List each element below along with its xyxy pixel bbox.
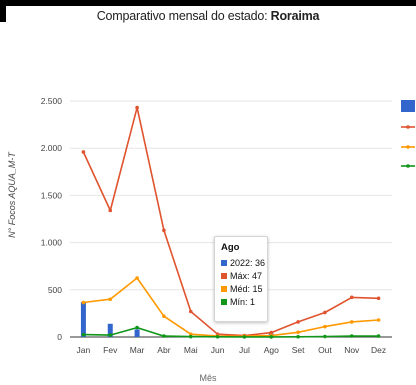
x-tick-label: Jul — [239, 345, 250, 355]
x-tick-label: Ago — [264, 345, 279, 355]
y-tick-label: 500 — [48, 285, 62, 295]
point-avg — [323, 324, 327, 329]
point-max — [376, 296, 381, 301]
x-tick-label: Dez — [371, 345, 386, 355]
x-tick-label: Fev — [103, 345, 118, 355]
line-series-min — [83, 326, 379, 338]
tooltip-label-avg: Méd: 15 — [230, 284, 263, 294]
tooltip-row-avg: Méd: 15 — [221, 283, 263, 295]
point-max — [162, 228, 166, 233]
tooltip-row-min: Mín: 1 — [221, 296, 255, 308]
point-min — [135, 325, 139, 330]
legend-dot-avg — [406, 145, 410, 149]
point-max — [349, 295, 354, 300]
x-tick-label: Jun — [211, 345, 225, 355]
point-avg — [296, 330, 300, 335]
point-max — [188, 309, 193, 314]
bar-2022 — [134, 329, 140, 337]
x-tick-label: Out — [318, 345, 332, 355]
point-avg — [162, 314, 166, 319]
y-tick-label: 2.500 — [41, 96, 63, 106]
y-tick-label: 1.500 — [41, 190, 63, 200]
x-tick-label: Mai — [184, 345, 198, 355]
point-max — [323, 310, 327, 315]
tooltip-row-2022: 2022: 36 — [221, 257, 265, 269]
y-tick-label: 1.000 — [41, 238, 63, 248]
bar-2022 — [80, 302, 86, 337]
y-axis-label-wrap: N° Focos AQUA_M-T — [2, 152, 22, 238]
point-min — [376, 334, 381, 338]
x-tick-label: Mar — [130, 345, 145, 355]
point-max — [296, 320, 300, 324]
point-min — [269, 335, 274, 339]
legend-dot-min — [406, 164, 410, 168]
y-axis-label: N° Focos AQUA_M-T — [7, 152, 17, 238]
left-edge — [0, 0, 6, 22]
top-bar — [0, 0, 416, 6]
chart-title-state: Roraima — [270, 9, 320, 23]
point-min — [215, 335, 220, 339]
tooltip: Ago 2022: 36 Máx: 47 Méd: 15 Mín: 1 — [214, 236, 268, 322]
tooltip-swatch-max — [221, 273, 227, 279]
point-min — [162, 334, 166, 338]
y-tick-label: 0 — [57, 332, 62, 342]
x-tick-label: Nov — [344, 345, 360, 355]
point-min — [81, 332, 86, 337]
tooltip-title: Ago — [221, 242, 240, 253]
point-max — [81, 150, 86, 154]
tooltip-swatch-2022 — [221, 260, 227, 266]
x-axis-label: Mês — [199, 373, 217, 383]
point-max — [269, 330, 274, 335]
point-min — [323, 334, 327, 339]
point-avg — [135, 276, 139, 280]
tooltip-swatch-avg — [221, 286, 227, 292]
point-avg — [81, 300, 86, 305]
tooltip-label-min: Mín: 1 — [230, 297, 256, 307]
tooltip-label-max: Máx: 47 — [230, 271, 263, 281]
point-avg — [349, 320, 354, 324]
x-tick-label: Jan — [77, 345, 91, 355]
y-tick-label: 2.000 — [41, 143, 63, 153]
bar-2022 — [107, 323, 113, 337]
tooltip-row-max: Máx: 47 — [221, 270, 262, 282]
point-avg — [376, 318, 381, 322]
point-min — [296, 335, 300, 339]
point-max — [135, 105, 139, 110]
x-tick-label: Abr — [157, 345, 170, 355]
line-series-max — [82, 106, 379, 337]
point-max — [108, 208, 113, 213]
chart-title-prefix: Comparativo mensal do estado: — [96, 9, 271, 23]
legend-dot-max — [406, 125, 410, 129]
point-min — [188, 334, 193, 339]
point-min — [349, 334, 354, 338]
tooltip-swatch-min — [221, 299, 227, 305]
chart-title: Comparativo mensal do estado: Roraima — [0, 9, 416, 23]
point-min — [242, 335, 247, 339]
legend-marker-y2022 — [401, 100, 415, 112]
x-tick-label: Set — [292, 345, 305, 355]
tooltip-label-2022: 2022: 36 — [230, 258, 266, 268]
point-avg — [108, 297, 113, 302]
point-min — [108, 333, 113, 337]
